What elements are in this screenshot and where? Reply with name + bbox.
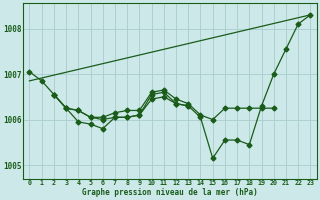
X-axis label: Graphe pression niveau de la mer (hPa): Graphe pression niveau de la mer (hPa): [82, 188, 258, 197]
